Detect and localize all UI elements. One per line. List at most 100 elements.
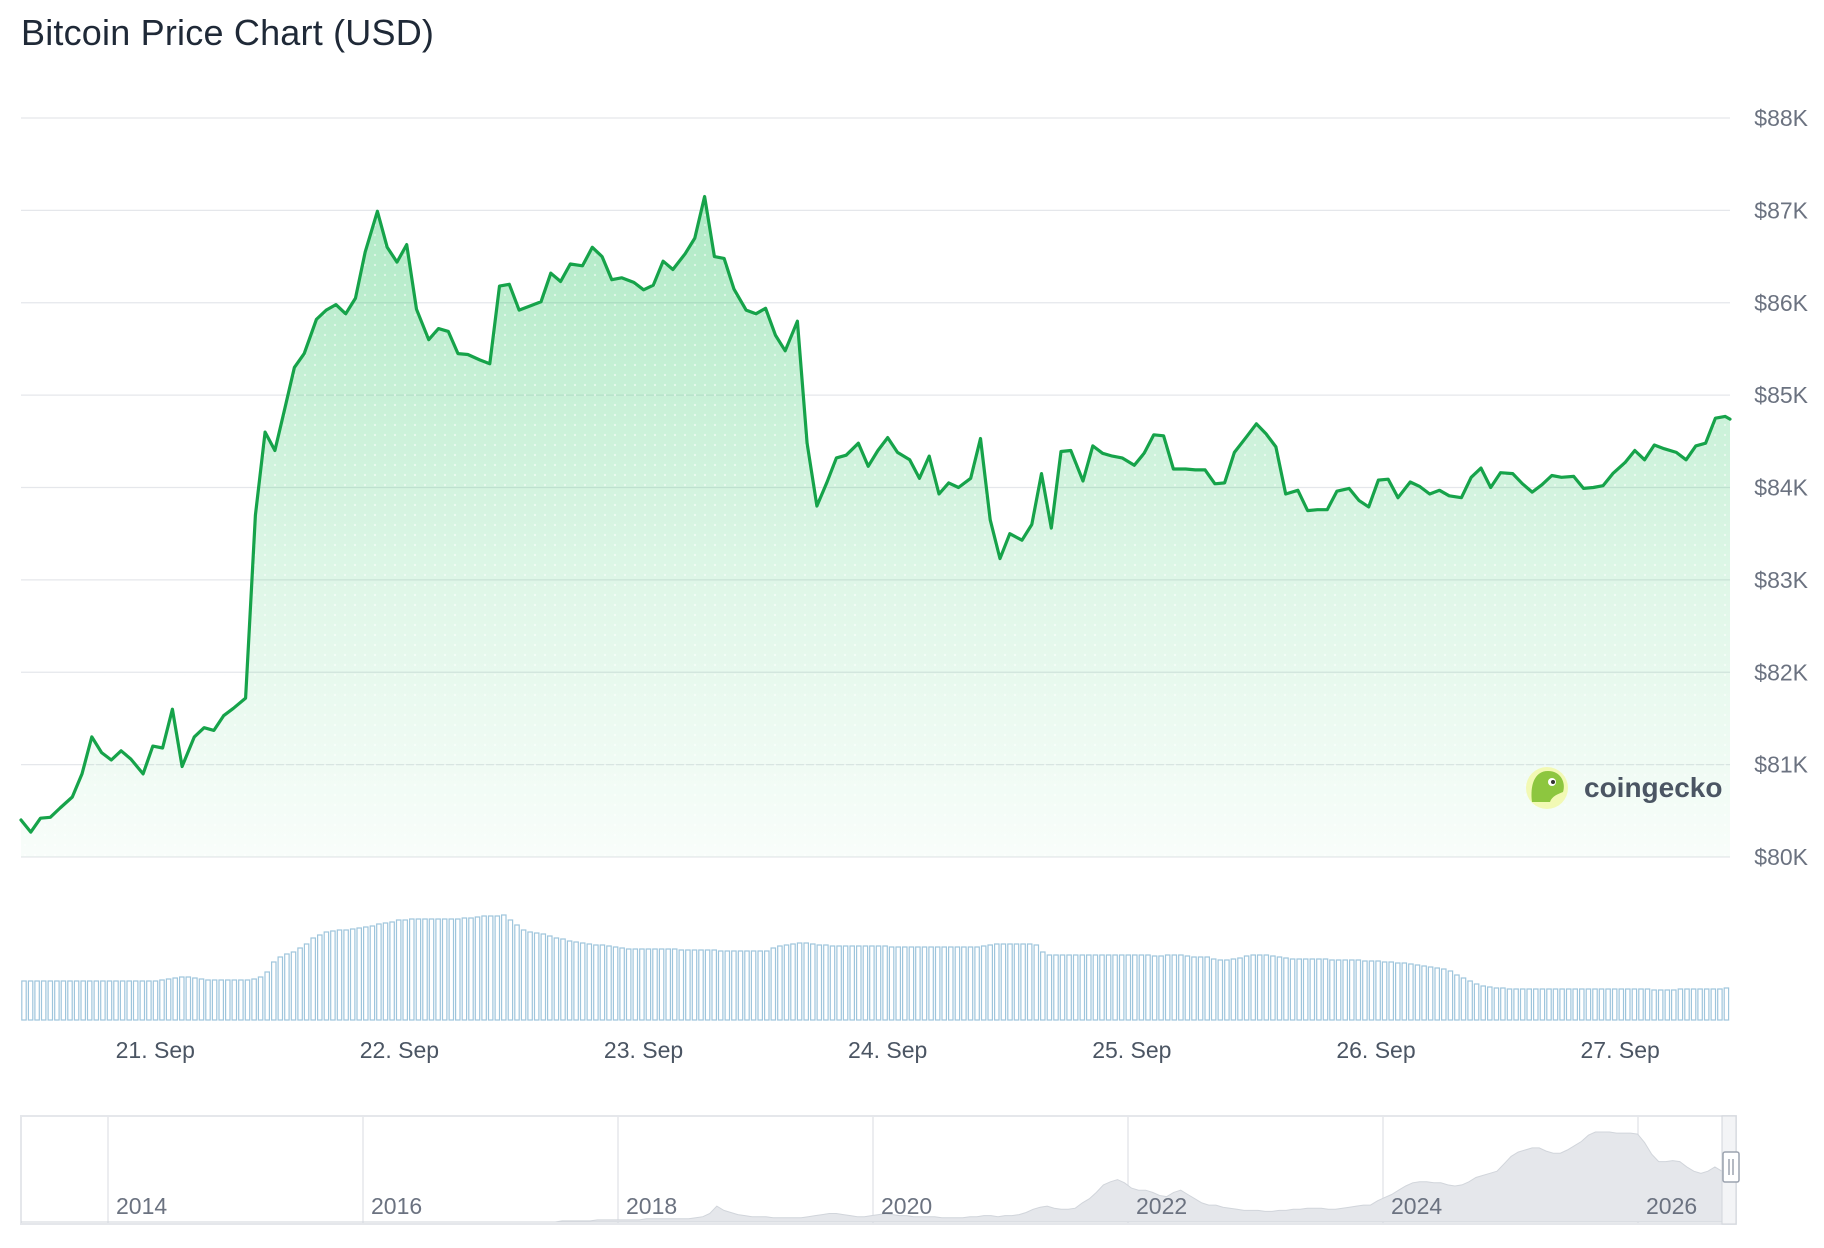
volume-bar [1046, 954, 1053, 1021]
volume-bar [1624, 988, 1631, 1021]
volume-bar [1677, 988, 1684, 1021]
y-tick-label: $83K [1754, 567, 1808, 593]
x-axis: 21. Sep 22. Sep 23. Sep 24. Sep 25. Sep 26. S… [116, 1037, 1660, 1063]
x-tick-label: 26. Sep [1336, 1037, 1415, 1063]
volume-bar [1421, 965, 1427, 1021]
volume-bar [1414, 964, 1421, 1021]
volume-bar [1000, 943, 1007, 1021]
volume-bar [231, 979, 238, 1021]
volume-bar [290, 951, 297, 1021]
volume-bar [60, 980, 67, 1021]
volume-bar [428, 918, 435, 1021]
volume-bar [1559, 988, 1565, 1021]
volume-bar [1565, 988, 1572, 1021]
volume-bar [1611, 988, 1618, 1021]
volume-bar [356, 927, 363, 1021]
volume-bar [1592, 988, 1598, 1021]
range-navigator[interactable]: 2014 2016 2018 2020 2022 2024 2026 [20, 1115, 1740, 1225]
price-line-group [19, 194, 1732, 834]
volume-bar [1368, 960, 1375, 1021]
volume-bar [967, 946, 974, 1021]
volume-bar [1099, 954, 1105, 1021]
volume-bar [566, 940, 573, 1021]
volume-bar [855, 945, 862, 1021]
volume-bar [343, 929, 349, 1021]
navigator-handle[interactable] [1722, 1151, 1740, 1183]
volume-bar [875, 945, 882, 1021]
volume-bar [1092, 954, 1099, 1021]
volume-bar [1710, 988, 1717, 1021]
volume-bar [1217, 959, 1224, 1021]
volume-bar [796, 942, 803, 1021]
volume-bar [1210, 958, 1217, 1021]
volume-bar [1059, 954, 1066, 1021]
volume-bar [159, 979, 165, 1021]
volume-bar [192, 977, 198, 1021]
volume-bar [1578, 988, 1585, 1021]
volume-bar [1171, 954, 1178, 1021]
volume-bar [678, 949, 685, 1021]
navigator-year-label: 2016 [371, 1193, 422, 1219]
volume-bar [179, 976, 185, 1021]
brand-watermark: coingecko [1526, 767, 1722, 809]
x-tick-label: 27. Sep [1580, 1037, 1659, 1063]
volume-bar [395, 919, 402, 1021]
volume-bar [1302, 958, 1309, 1021]
volume-bar [980, 945, 987, 1021]
volume-bar [1072, 954, 1079, 1021]
volume-bar [1362, 960, 1368, 1021]
volume-bar [172, 977, 179, 1021]
y-tick-label: $80K [1754, 844, 1808, 870]
volume-bar [1145, 954, 1151, 1021]
y-axis: $80K $81K $82K $83K $84K $85K $86K $87K $88K [1754, 105, 1808, 870]
volume-bar [336, 929, 343, 1021]
volume-bar [1598, 988, 1605, 1021]
volume-bar [1717, 988, 1723, 1021]
volume-bar [862, 945, 869, 1021]
volume-bar [1486, 986, 1493, 1021]
volume-bar [704, 949, 711, 1021]
volume-bar [619, 947, 625, 1021]
volume-bar [1467, 980, 1473, 1021]
volume-bar [218, 979, 225, 1021]
volume-bar [1007, 943, 1013, 1021]
volume-bar [507, 919, 514, 1021]
volume-bar [540, 933, 547, 1021]
volume-bar [1197, 956, 1204, 1021]
volume-bar [415, 918, 422, 1021]
volume-bar [901, 946, 908, 1021]
volume-bar [139, 980, 146, 1021]
volume-bar [211, 979, 218, 1021]
navigator-year-label: 2024 [1391, 1193, 1442, 1219]
volume-bar [461, 917, 468, 1021]
volume-bar [86, 980, 93, 1021]
y-tick-label: $88K [1754, 105, 1808, 131]
volume-bar [842, 945, 849, 1021]
volume-bar [1178, 954, 1184, 1021]
volume-bar [409, 918, 415, 1021]
volume-bar [1158, 955, 1164, 1021]
volume-bar [1296, 958, 1303, 1021]
volume-bar [750, 950, 757, 1021]
navigator-year-label: 2018 [626, 1193, 677, 1219]
volume-bar [1526, 988, 1533, 1021]
volume-bar [1013, 943, 1020, 1021]
volume-bar [1408, 963, 1414, 1021]
volume-bar [1329, 959, 1335, 1021]
volume-bar [402, 919, 409, 1021]
volume-bar [1513, 988, 1519, 1021]
volume-bar [1440, 968, 1447, 1021]
volume-bar [1033, 944, 1040, 1021]
volume-bar [132, 980, 139, 1021]
price-area-texture [21, 196, 1730, 857]
x-tick-label: 23. Sep [604, 1037, 683, 1063]
volume-bar [310, 937, 317, 1021]
volume-bar [1493, 987, 1500, 1021]
volume-bar [1250, 954, 1257, 1021]
volume-bar [1388, 961, 1395, 1021]
volume-bar [658, 948, 665, 1021]
volume-bar [1237, 957, 1243, 1021]
volume-bar [1447, 970, 1454, 1021]
volume-bar [1263, 954, 1270, 1021]
